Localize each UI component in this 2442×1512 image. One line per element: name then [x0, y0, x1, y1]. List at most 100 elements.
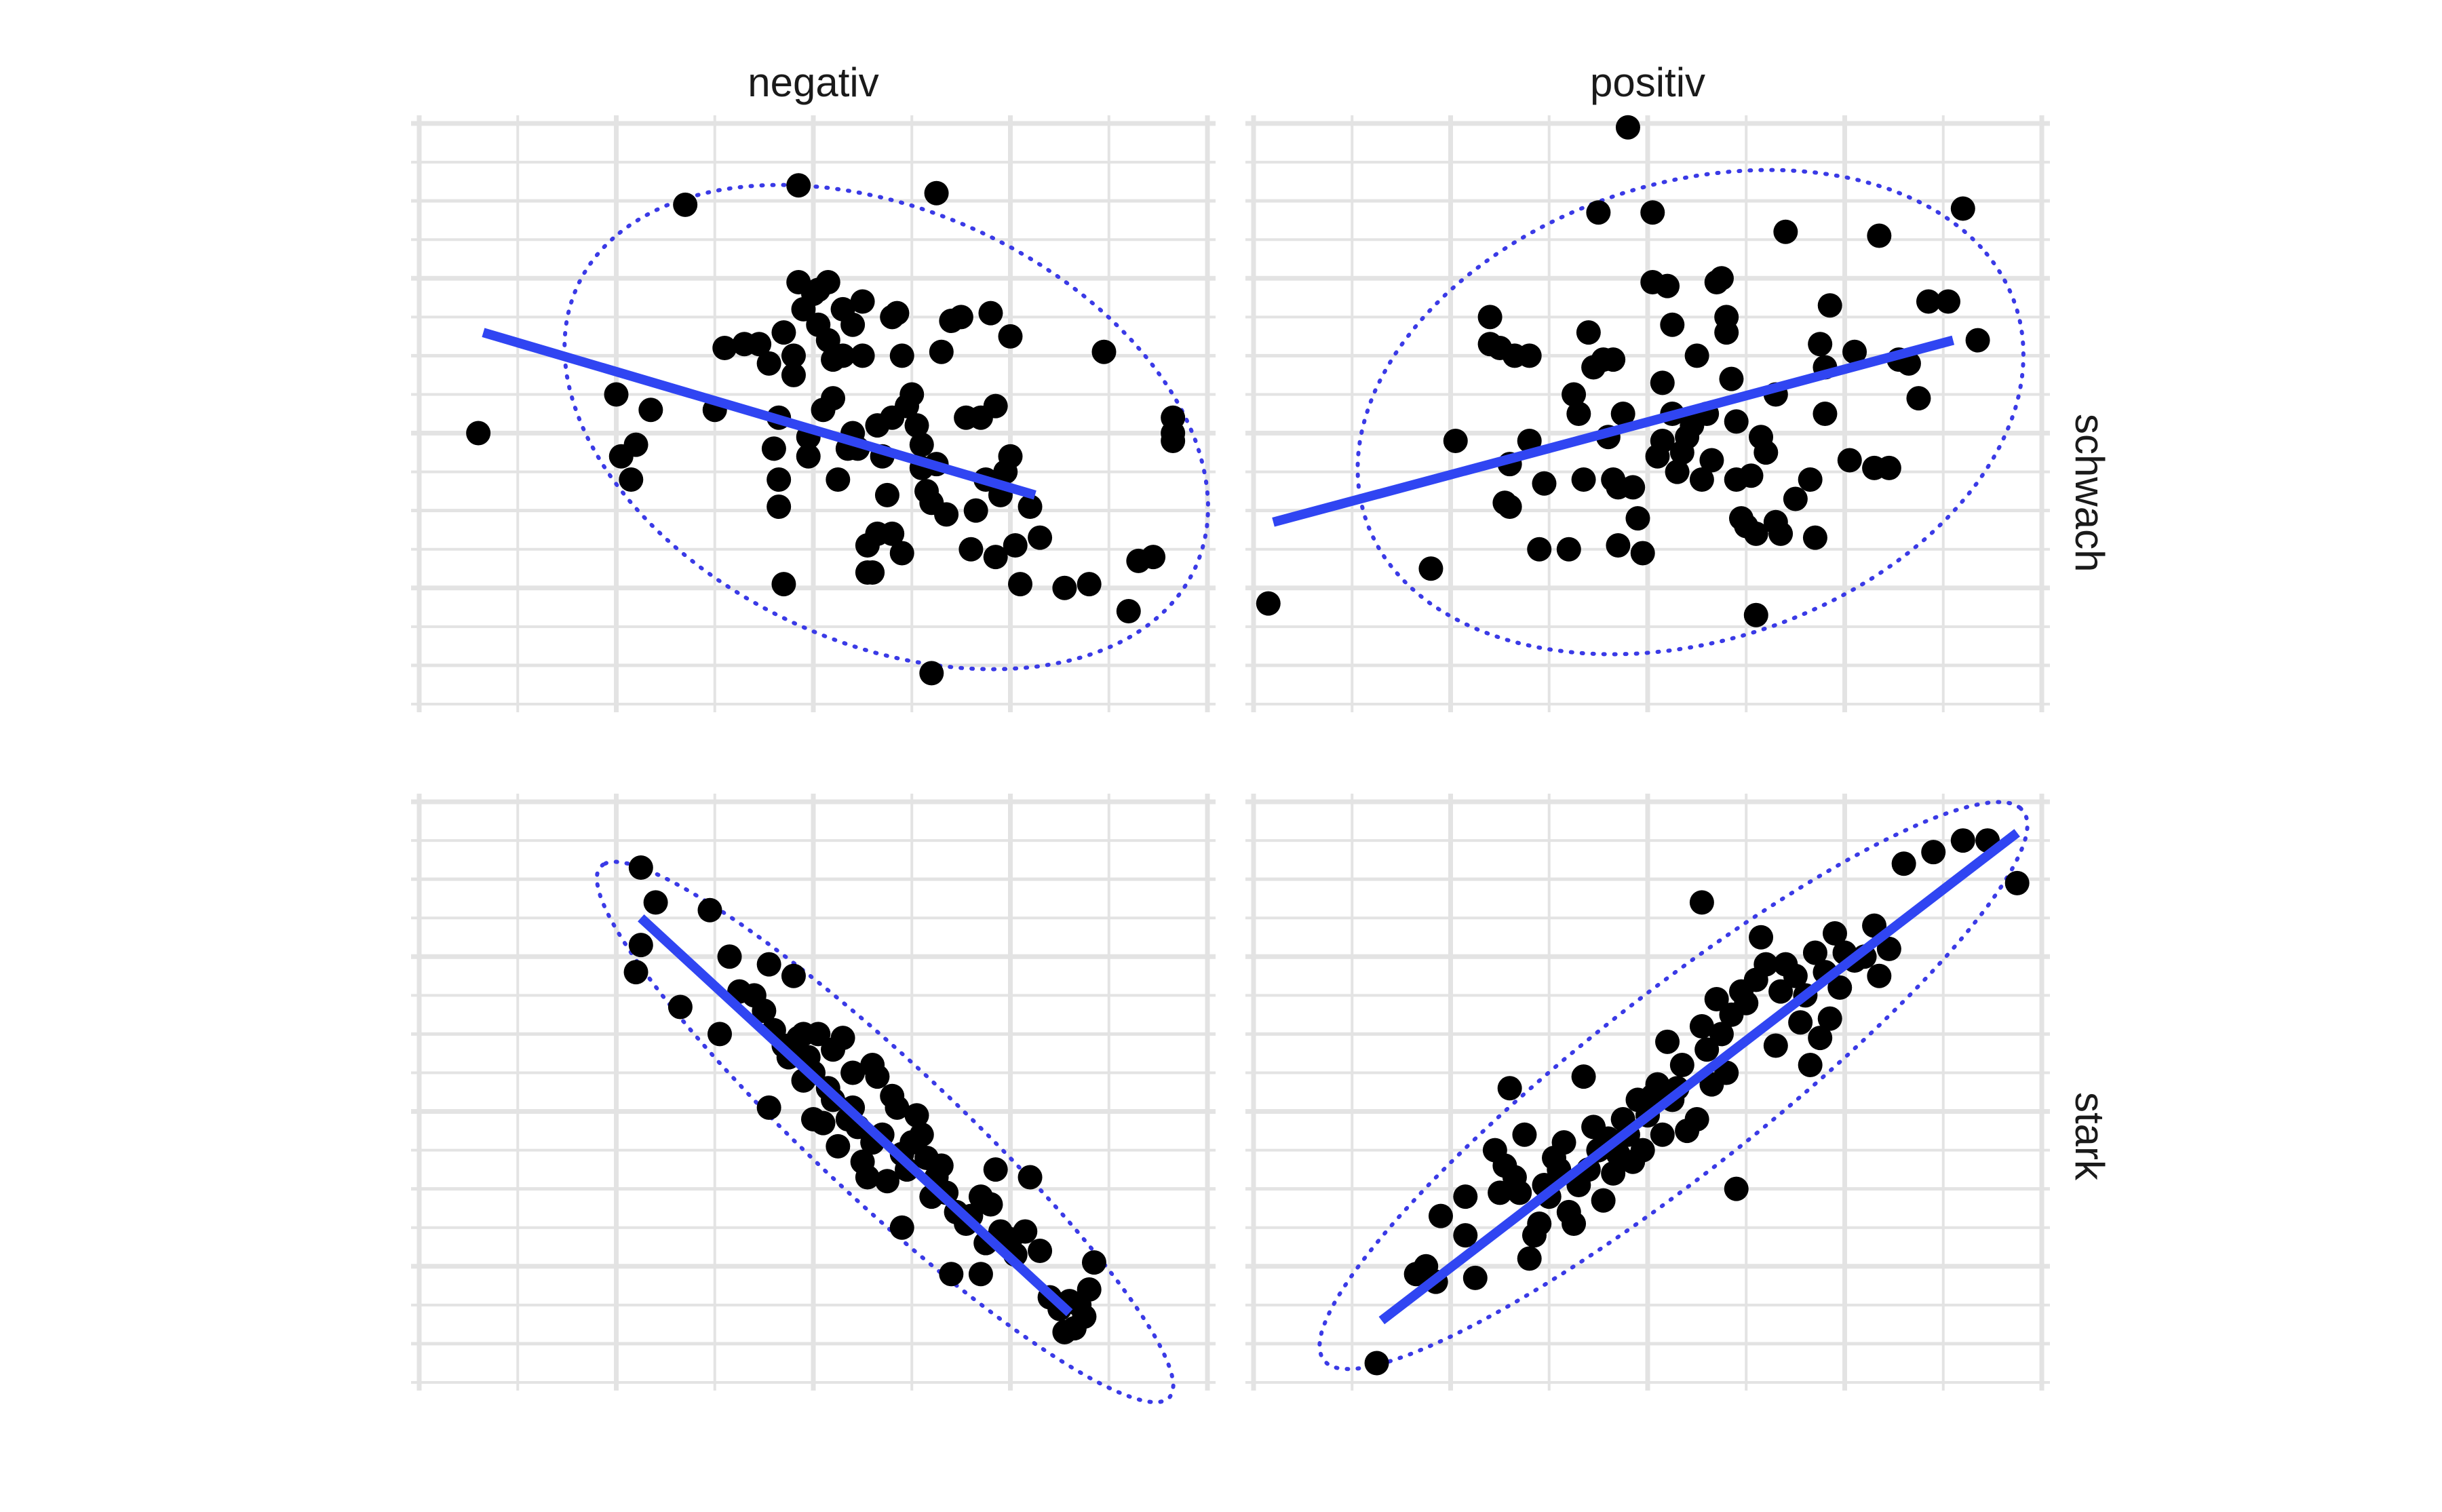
regression-line — [1272, 335, 1955, 527]
data-point — [638, 398, 663, 423]
data-point — [1018, 494, 1043, 519]
data-point — [1689, 1013, 1714, 1039]
data-point — [1773, 219, 1798, 244]
data-point — [1743, 521, 1768, 546]
data-point — [1610, 402, 1635, 426]
data-point — [821, 386, 846, 411]
data-point — [1704, 987, 1729, 1012]
data-point — [2004, 870, 2030, 895]
data-point — [1694, 1037, 1720, 1062]
data-point — [667, 994, 693, 1020]
data-point — [1512, 1122, 1537, 1147]
data-point — [1763, 1033, 1788, 1058]
data-point — [1576, 320, 1601, 345]
data-point — [811, 1110, 836, 1136]
data-point — [1571, 467, 1596, 492]
data-point — [767, 467, 792, 492]
data-point — [1527, 1211, 1552, 1237]
data-point — [1768, 521, 1794, 546]
data-point — [1798, 467, 1823, 492]
data-point — [948, 305, 973, 330]
data-point — [1684, 343, 1709, 368]
data-point — [1808, 332, 1833, 357]
data-point — [1753, 440, 1779, 465]
data-point — [619, 467, 644, 492]
data-point — [1891, 851, 1916, 876]
data-point — [1028, 525, 1053, 550]
data-point — [1689, 467, 1714, 492]
data-point — [1640, 200, 1665, 225]
data-point — [1669, 1053, 1694, 1078]
data-point — [756, 1095, 781, 1120]
data-point — [1161, 405, 1186, 430]
data-point — [1077, 572, 1102, 597]
data-point — [904, 413, 929, 438]
regression-line — [482, 328, 1036, 500]
data-point — [1551, 1130, 1576, 1155]
data-point — [1837, 448, 1862, 473]
data-point — [1591, 1188, 1616, 1213]
panel-negativ-stark — [411, 794, 1216, 1405]
data-point — [826, 1133, 851, 1159]
data-point — [1684, 1106, 1709, 1131]
data-point — [1601, 1161, 1626, 1186]
gridlines-negativ-stark — [411, 794, 1216, 1391]
data-point — [1936, 289, 1961, 314]
data-point — [983, 545, 1008, 570]
data-point — [1842, 339, 1867, 364]
data-point — [929, 1153, 954, 1178]
data-point — [1571, 1064, 1596, 1089]
data-point — [1724, 409, 1749, 434]
data-point — [752, 999, 777, 1024]
data-point — [1517, 428, 1542, 453]
data-point — [958, 537, 984, 562]
data-point — [623, 432, 648, 457]
data-point — [1606, 533, 1631, 558]
data-point — [1517, 1246, 1542, 1271]
regression-line — [638, 914, 1073, 1317]
data-point — [1753, 952, 1779, 977]
points-negativ-stark — [623, 855, 1106, 1344]
panel-positiv-stark — [1245, 794, 2050, 1391]
data-point — [874, 1169, 899, 1194]
data-point — [1428, 1203, 1453, 1228]
data-point — [1497, 1076, 1522, 1101]
data-point — [628, 855, 653, 880]
data-point — [830, 1026, 855, 1051]
data-point — [604, 382, 629, 407]
data-point — [1689, 890, 1714, 915]
data-point — [998, 444, 1023, 469]
data-point — [978, 301, 1003, 326]
data-point — [1562, 382, 1587, 407]
data-point — [796, 444, 821, 469]
data-point — [909, 432, 934, 457]
data-point — [781, 343, 806, 368]
strip-label-schwach: schwach — [2067, 414, 2112, 573]
data-point — [978, 1192, 1003, 1217]
points-positiv-stark — [1364, 828, 2030, 1376]
data-point — [1621, 475, 1646, 500]
data-point — [826, 467, 851, 492]
data-point — [1650, 1122, 1675, 1147]
data-ellipse — [1317, 800, 2030, 1372]
data-point — [865, 1064, 890, 1089]
data-point — [924, 180, 949, 206]
gridlines-negativ-schwach — [411, 115, 1216, 712]
data-point — [1566, 402, 1591, 426]
data-point — [1008, 572, 1033, 597]
data-point — [885, 301, 910, 326]
data-point — [1586, 200, 1611, 225]
data-point — [1709, 1022, 1734, 1047]
points-negativ-schwach — [466, 173, 1186, 686]
data-point — [756, 351, 781, 376]
data-point — [998, 324, 1023, 349]
data-point — [1028, 1238, 1053, 1263]
data-point — [697, 897, 722, 923]
data-point — [1077, 1277, 1102, 1302]
data-point — [983, 1157, 1008, 1182]
data-point — [899, 382, 925, 407]
data-point — [1921, 840, 1946, 865]
data-point — [781, 963, 806, 988]
data-point — [1453, 1223, 1478, 1248]
